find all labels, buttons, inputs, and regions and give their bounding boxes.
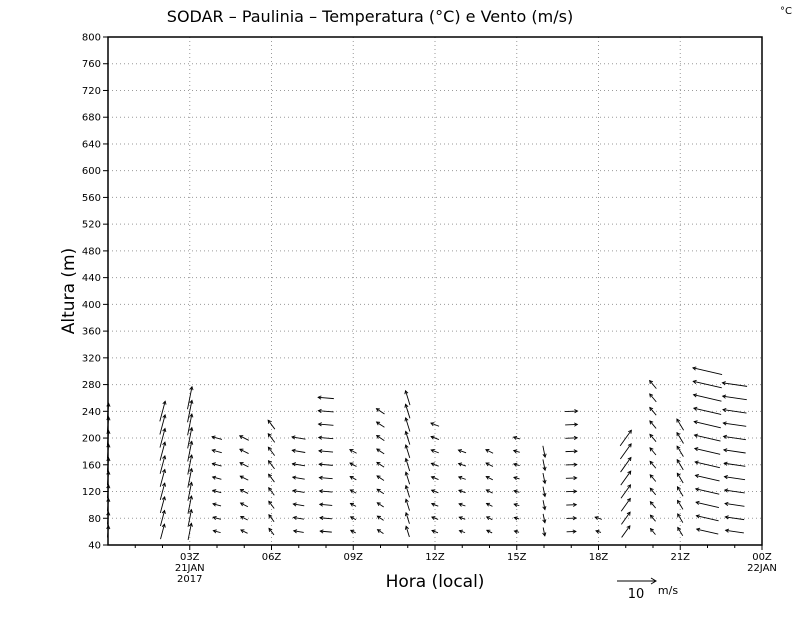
wind-vector <box>621 485 631 498</box>
wind-vectors <box>107 367 748 540</box>
x-tick-label: 18Z <box>589 552 609 563</box>
wind-vector <box>695 475 719 481</box>
wind-vector <box>620 430 631 446</box>
wind-vector <box>694 395 722 401</box>
y-tick-label: 560 <box>82 193 101 204</box>
wind-vector <box>677 419 684 430</box>
y-tick-label: 120 <box>82 487 101 498</box>
wind-vector <box>693 381 722 388</box>
wind-vector <box>724 463 745 466</box>
wind-vector <box>724 436 746 439</box>
y-tick-label: 520 <box>82 220 101 231</box>
x-tick-label: 06Z <box>262 552 282 563</box>
y-tick-label: 720 <box>82 86 101 97</box>
y-tick-label: 280 <box>82 380 101 391</box>
y-tick-label: 80 <box>88 514 101 525</box>
y-tick-label: 240 <box>82 407 101 418</box>
wind-vector <box>696 502 719 507</box>
y-tick-label: 640 <box>82 139 101 150</box>
y-tick-label: 800 <box>82 33 101 44</box>
wind-vector <box>722 383 747 387</box>
y-tick-label: 320 <box>82 353 101 364</box>
wind-vector <box>723 423 746 426</box>
wind-vector <box>694 422 721 428</box>
wind-vector <box>725 490 745 493</box>
wind-vector <box>695 448 720 454</box>
wind-vector <box>723 396 747 400</box>
x-tick-sublabel: 2017 <box>177 574 202 585</box>
y-tick-label: 400 <box>82 300 101 311</box>
y-tick-label: 480 <box>82 246 101 257</box>
y-tick-label: 200 <box>82 434 101 445</box>
x-tick-sublabel: 22JAN <box>747 563 777 574</box>
wind-vector <box>621 471 631 485</box>
y-axis-label: Altura (m) <box>59 248 79 334</box>
wind-vector <box>677 446 683 456</box>
x-tick-label: 03Z <box>180 552 200 563</box>
wind-vector <box>697 529 719 534</box>
wind-vector <box>694 408 721 414</box>
corner-unit: °C <box>780 6 792 17</box>
y-tick-label: 680 <box>82 113 101 124</box>
x-tick-label: 00Z <box>752 552 772 563</box>
wind-vector <box>622 526 630 538</box>
x-tick-label: 21Z <box>670 552 690 563</box>
reference-vector: 10 m/s <box>617 578 678 602</box>
wind-vector <box>696 489 719 494</box>
x-tick-label: 09Z <box>343 552 363 563</box>
y-tick-label: 440 <box>82 273 101 284</box>
y-tick-label: 360 <box>82 327 101 338</box>
y-tick-label: 40 <box>88 541 101 552</box>
wind-vector <box>650 381 657 389</box>
y-tick-label: 760 <box>82 59 101 70</box>
wind-vector <box>620 444 631 459</box>
wind-vector <box>724 477 745 480</box>
y-tick-label: 160 <box>82 460 101 471</box>
wind-vector <box>724 450 746 453</box>
wind-vector <box>621 499 630 512</box>
grid <box>108 37 762 545</box>
x-tick-label: 12Z <box>425 552 445 563</box>
y-axis: 40 80 120 160 200 240 280 320 360 400 440 480 520 560… <box>82 33 108 552</box>
wind-vector <box>725 503 744 506</box>
reference-vector-value: 10 <box>628 587 645 602</box>
wind-vector <box>723 410 746 413</box>
reference-vector-unit: m/s <box>658 584 678 597</box>
wind-vector <box>693 368 722 375</box>
wind-vector <box>621 458 631 473</box>
wind-vector <box>696 516 718 521</box>
x-tick-label: 15Z <box>507 552 527 563</box>
x-axis-label: Hora (local) <box>386 572 485 592</box>
chart-title: SODAR – Paulinia – Temperatura (°C) e Ve… <box>167 7 573 26</box>
y-tick-label: 600 <box>82 166 101 177</box>
wind-vector <box>726 530 744 533</box>
x-tick-sublabel: 21JAN <box>175 563 205 574</box>
